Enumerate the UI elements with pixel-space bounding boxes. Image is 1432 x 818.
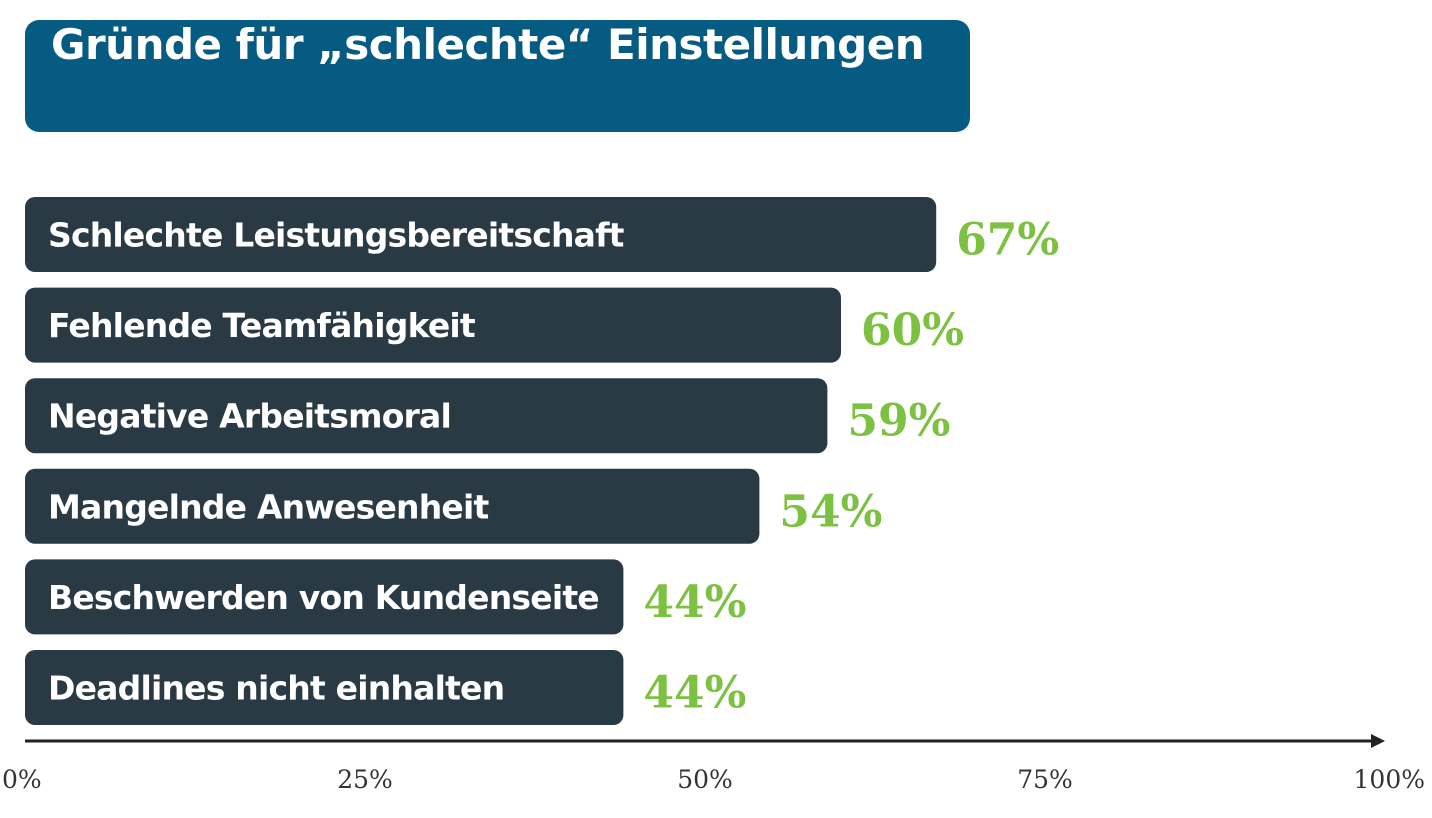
bar-label: Fehlende Teamfähigkeit	[48, 306, 476, 345]
x-tick-label: 50%	[677, 765, 733, 794]
bar-label: Beschwerden von Kundenseite	[48, 578, 599, 617]
bar	[25, 197, 937, 272]
value-label: 60%	[861, 305, 964, 356]
x-tick-label: 0%	[2, 765, 42, 794]
bar	[25, 378, 828, 454]
x-tick-label: 25%	[337, 765, 393, 794]
bar-label: Schlechte Leistungsbereitschaft	[48, 216, 625, 255]
value-label: 44%	[643, 668, 746, 719]
bar-label: Mangelnde Anwesenheit	[48, 487, 490, 526]
value-label: 59%	[847, 396, 950, 447]
x-tick-label: 75%	[1017, 765, 1073, 794]
bar	[25, 287, 841, 363]
x-axis-arrow-icon	[1371, 734, 1385, 748]
value-label: 44%	[643, 577, 746, 628]
bar	[25, 468, 760, 544]
chart-title-banner: Gründe für „schlechte“ Einstellungen	[25, 20, 970, 132]
bar	[25, 650, 624, 725]
bar-label: Deadlines nicht einhalten	[48, 669, 504, 708]
value-label: 67%	[956, 215, 1059, 266]
bar	[25, 559, 624, 635]
x-tick-label: 100%	[1354, 765, 1425, 794]
bar-label: Negative Arbeitsmoral	[48, 397, 451, 436]
value-label: 54%	[779, 486, 882, 537]
chart-title: Gründe für „schlechte“ Einstellungen	[51, 20, 925, 69]
